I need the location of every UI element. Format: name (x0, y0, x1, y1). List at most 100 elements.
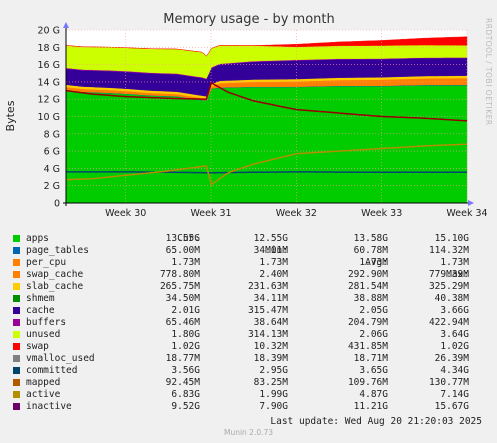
header-cur: Cur: (177, 233, 200, 244)
legend-value-min: 18.39M (253, 353, 288, 364)
y-axis-label: Bytes (4, 100, 17, 131)
legend-series-name: unused (26, 329, 61, 340)
legend-value-cur: 92.45M (165, 377, 200, 388)
legend-value-cur: 2.01G (171, 305, 200, 316)
legend-series-name: committed (26, 365, 78, 376)
legend-value-avg: 13.58G (353, 233, 388, 244)
y-tick-label: 2 G (44, 181, 60, 192)
legend-header: Cur: Min: Avg: Max: (0, 221, 497, 280)
legend-row-slab-cache: slab_cache 265.75M 231.63M 281.54M 325.29M (0, 281, 497, 293)
legend-value-min: 315.47M (247, 305, 288, 316)
legend-value-cur: 13.55G (165, 233, 200, 244)
legend-value-min: 83.25M (253, 377, 288, 388)
rrdtool-credit: RRDTOOL / TOBI OETIKER (484, 18, 493, 126)
legend-value-max: 325.29M (428, 281, 469, 292)
legend-value-avg: 2.05G (359, 305, 388, 316)
y-tick-label: 16 G (38, 60, 60, 71)
legend-value-cur: 65.00M (165, 245, 200, 256)
y-tick-label: 8 G (44, 129, 60, 140)
legend-value-avg: 431.85M (347, 341, 388, 352)
legend-value-min: 1.73M (259, 257, 288, 268)
legend-value-avg: 281.54M (347, 281, 388, 292)
line-active (66, 143, 468, 186)
legend-row-vmalloc-used: vmalloc_used 18.77M 18.39M 18.71M 26.39M (0, 353, 497, 365)
legend-series-name: swap (26, 341, 49, 352)
legend-value-min: 1.99G (259, 389, 288, 400)
legend-row-cache: cache 2.01G 315.47M 2.05G 3.66G (0, 305, 497, 317)
y-tick-label: 18 G (38, 43, 60, 54)
legend-value-max: 1.73M (440, 257, 469, 268)
legend-row-apps: apps 13.55G 12.55G 13.58G 15.10G (0, 233, 497, 245)
legend-value-max: 40.38M (434, 293, 469, 304)
line-committed (66, 171, 467, 174)
legend-row-shmem: shmem 34.50M 34.11M 38.88M 40.38M (0, 293, 497, 305)
legend-series-name: cache (26, 305, 55, 316)
y-tick-label: 20 G (38, 26, 60, 37)
legend-value-cur: 18.77M (165, 353, 200, 364)
x-tick-label: Week 30 (105, 208, 146, 219)
legend-row-per-cpu: per_cpu 1.73M 1.73M 1.73M 1.73M (0, 257, 497, 269)
chart-title: Memory usage - by month (163, 12, 334, 27)
legend-value-max: 3.66G (440, 305, 469, 316)
legend-row-inactive: inactive 9.52G 7.90G 11.21G 15.67G (0, 401, 497, 413)
legend-swatch (13, 331, 20, 338)
legend-swatch (13, 391, 20, 398)
x-axis-arrow (468, 200, 474, 206)
legend-value-max: 3.64G (440, 329, 469, 340)
legend-value-avg: 60.78M (353, 245, 388, 256)
y-tick-label: 4 G (44, 164, 60, 175)
legend-value-max: 779.39M (428, 269, 469, 280)
legend-series-name: buffers (26, 317, 67, 328)
y-axis-arrow (63, 22, 69, 28)
legend-value-cur: 9.52G (171, 401, 200, 412)
legend-swatch (13, 403, 20, 410)
legend-swatch (13, 295, 20, 302)
legend-swatch (13, 307, 20, 314)
legend-series-name: vmalloc_used (26, 353, 95, 364)
legend-value-max: 130.77M (428, 377, 469, 388)
legend-value-cur: 34.50M (165, 293, 200, 304)
legend-swatch (13, 283, 20, 290)
legend-row-buffers: buffers 65.46M 38.64M 204.79M 422.94M (0, 317, 497, 329)
y-tick-label: 14 G (38, 77, 60, 88)
legend-value-cur: 778.80M (159, 269, 200, 280)
series-lines (65, 81, 468, 186)
y-tick-label: 0 (54, 199, 60, 210)
legend-swatch (13, 319, 20, 326)
stack-areas (65, 36, 468, 204)
legend-series-name: shmem (26, 293, 55, 304)
legend-row-committed: committed 3.56G 2.95G 3.65G 4.34G (0, 365, 497, 377)
legend-value-avg: 38.88M (353, 293, 388, 304)
y-tick-label: 12 G (38, 95, 60, 106)
legend-value-max: 7.14G (440, 389, 469, 400)
legend-value-max: 422.94M (428, 317, 469, 328)
x-tick-label: Week 34 (446, 208, 487, 219)
legend-value-min: 34.11M (253, 293, 288, 304)
x-tick-label: Week 33 (361, 208, 402, 219)
legend-swatch (13, 343, 20, 350)
x-tick-label: Week 31 (190, 208, 231, 219)
y-tick-label: 10 G (38, 112, 60, 123)
legend-value-min: 38.64M (253, 317, 288, 328)
legend-row-swap: swap 1.02G 10.32M 431.85M 1.02G (0, 341, 497, 353)
legend-value-avg: 11.21G (353, 401, 388, 412)
legend-swatch (13, 367, 20, 374)
legend-swatch (13, 247, 20, 254)
x-tick-label: Week 32 (276, 208, 317, 219)
legend-value-min: 34.01M (253, 245, 288, 256)
legend-row-swap-cache: swap_cache 778.80M 2.40M 292.90M 779.39M (0, 269, 497, 281)
legend-series-name: inactive (26, 401, 72, 412)
legend-swatch (13, 271, 20, 278)
legend-value-min: 10.32M (253, 341, 288, 352)
legend-value-cur: 1.80G (171, 329, 200, 340)
legend-series-name: apps (26, 233, 49, 244)
legend-value-min: 231.63M (247, 281, 288, 292)
legend-row-active: active 6.83G 1.99G 4.87G 7.14G (0, 389, 497, 401)
legend-value-min: 12.55G (253, 233, 288, 244)
y-tick-label: 6 G (44, 147, 60, 158)
legend-value-min: 2.40M (259, 269, 288, 280)
legend-value-avg: 292.90M (347, 269, 388, 280)
legend-value-max: 15.10G (434, 233, 469, 244)
legend-value-avg: 18.71M (353, 353, 388, 364)
legend-value-min: 7.90G (259, 401, 288, 412)
